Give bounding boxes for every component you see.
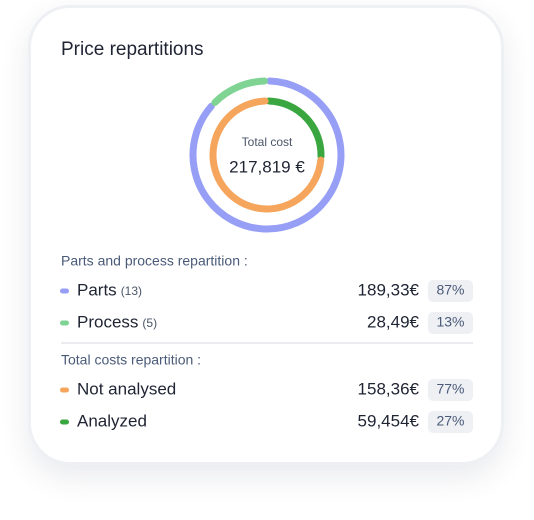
row-amount: 189,33€ (358, 280, 420, 299)
share-label: 13% (436, 314, 464, 330)
row-label: Parts (77, 280, 117, 299)
share-label: 87% (436, 282, 464, 298)
donut-value: 217,819 € (229, 157, 305, 176)
donut-label: Total cost (242, 135, 293, 149)
share-badge (428, 379, 473, 401)
row-amount: 28,49€ (367, 312, 420, 331)
share-badge (428, 312, 473, 334)
row-count: (13) (121, 284, 142, 298)
row-amount: 158,36€ (358, 379, 420, 398)
share-label: 77% (436, 381, 464, 397)
row-label: Process (77, 312, 138, 331)
share-badge (428, 411, 473, 433)
legend-dot (60, 288, 69, 294)
row-amount: 59,454€ (358, 411, 420, 430)
legend-dot (60, 387, 69, 393)
donut-segment (189, 77, 345, 233)
share-label: 27% (436, 413, 464, 429)
legend-dot (60, 320, 69, 326)
card-title: Price repartitions (61, 39, 204, 60)
row-count: (5) (142, 316, 157, 330)
donut-segment (209, 97, 325, 213)
section-title: Parts and process repartition : (61, 253, 248, 269)
row-label: Analyzed (77, 411, 147, 430)
donut-segment (211, 77, 268, 106)
share-badge (428, 280, 473, 302)
section-title: Total costs repartition : (61, 352, 201, 368)
legend-dot (60, 419, 69, 425)
donut-segment (265, 97, 325, 160)
row-label: Not analysed (77, 379, 176, 398)
